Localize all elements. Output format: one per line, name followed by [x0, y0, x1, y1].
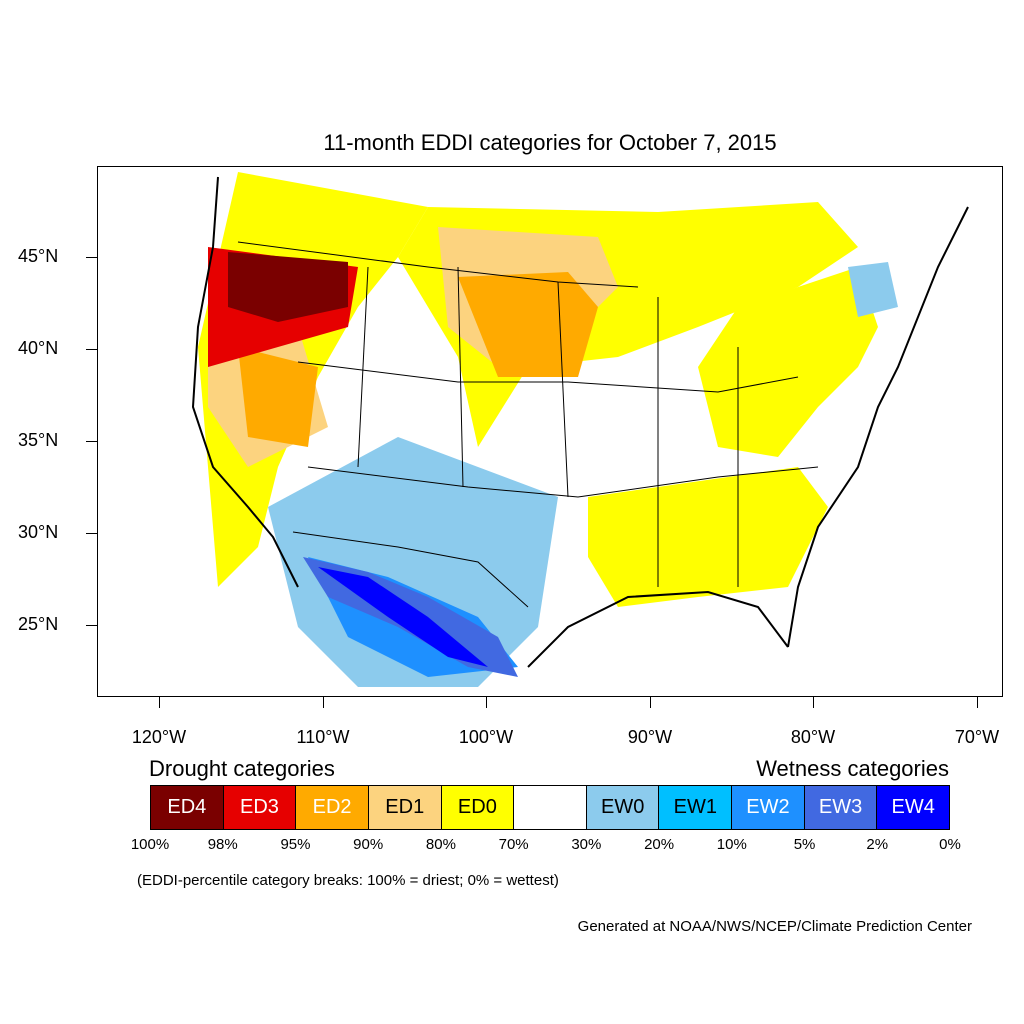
legend-break-label: 10% [716, 836, 747, 853]
legend-swatch-normal [514, 786, 587, 829]
border-canada [237, 241, 639, 288]
lon-tick [977, 697, 978, 708]
lat-label: 25°N [18, 614, 59, 634]
wetness-heading: Wetness categories [756, 756, 949, 781]
border-mexico [292, 531, 529, 608]
legend-swatch-ed0: ED0 [441, 786, 515, 829]
region-ed4-northwest [228, 252, 348, 322]
lat-tick [86, 625, 97, 626]
legend-swatch-ed3: ED3 [223, 786, 297, 829]
legend-break-label: 2% [866, 836, 889, 853]
lon-label: 110°W [296, 727, 350, 747]
legend-swatch-ew3: EW3 [804, 786, 878, 829]
lat-tick [86, 349, 97, 350]
map-title: 11-month EDDI categories for October 7, … [323, 130, 777, 155]
lat-label: 35°N [18, 430, 59, 450]
coastline-gulf [527, 590, 789, 668]
lon-tick [650, 697, 651, 708]
region-ew0-southwest [268, 437, 558, 687]
lat-label: 40°N [18, 338, 59, 358]
coastline-west [191, 176, 299, 588]
legend-break-label: 0% [939, 836, 961, 853]
region-ew4-mexico [318, 567, 488, 667]
credit-line: Generated at NOAA/NWS/NCEP/Climate Predi… [577, 918, 972, 935]
legend-swatch-ed1: ED1 [368, 786, 442, 829]
region-ed0-northeast [698, 267, 878, 457]
lon-label: 70°W [954, 727, 1000, 747]
region-ew0-maine [848, 262, 898, 317]
legend-swatch-ew4: EW4 [877, 786, 950, 829]
legend-break-label: 80% [425, 836, 456, 853]
legend-swatch-ew0: EW0 [586, 786, 660, 829]
lon-label: 80°W [790, 727, 836, 747]
lon-label: 90°W [627, 727, 673, 747]
legend-swatch-ew2: EW2 [732, 786, 805, 829]
lat-label: 45°N [18, 246, 59, 266]
legend-swatch-ed2: ED2 [296, 786, 369, 829]
legend-break-label: 100% [130, 836, 170, 853]
lon-tick [486, 697, 487, 708]
lat-tick [86, 441, 97, 442]
lon-label: 100°W [458, 727, 514, 747]
legend-break-label: 95% [280, 836, 311, 853]
legend-break-label: 90% [353, 836, 384, 853]
drought-heading: Drought categories [149, 756, 335, 781]
legend-break-label: 20% [644, 836, 675, 853]
legend-swatch-ed4: ED4 [151, 786, 224, 829]
lon-tick [159, 697, 160, 708]
lon-label: 120°W [131, 727, 187, 747]
region-ed2-dakotas [458, 272, 598, 377]
boundaries [191, 176, 969, 668]
legend-break-label: 98% [207, 836, 238, 853]
eddi-map [191, 172, 969, 687]
region-ed2-west [238, 347, 318, 447]
legend-swatch-ew1: EW1 [659, 786, 733, 829]
coastline-east [787, 206, 969, 648]
category-note: (EDDI-percentile category breaks: 100% =… [137, 872, 559, 889]
lon-tick [323, 697, 324, 708]
region-ed0-south [588, 467, 828, 607]
category-regions [198, 172, 898, 687]
legend-colorbar: ED4 ED3 ED2 ED1 ED0 EW0 EW1 EW2 EW3 EW4 [150, 785, 950, 830]
lat-label: 30°N [18, 522, 59, 542]
lat-tick [86, 533, 97, 534]
legend-break-label: 5% [793, 836, 816, 853]
legend-break-label: 70% [498, 836, 529, 853]
lat-tick [86, 257, 97, 258]
map-panel [97, 166, 1003, 697]
lon-tick [813, 697, 814, 708]
legend-break-label: 30% [571, 836, 602, 853]
